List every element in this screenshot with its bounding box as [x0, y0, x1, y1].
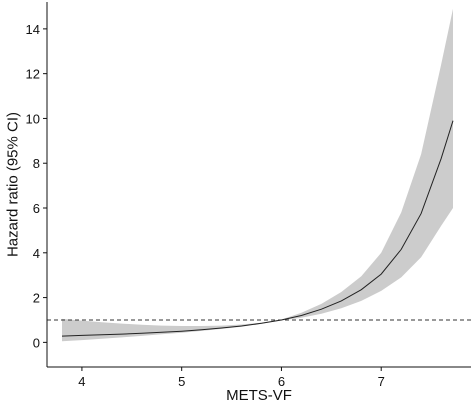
y-tick-label: 2 — [33, 291, 40, 306]
y-tick-label: 8 — [33, 156, 40, 171]
y-tick-label: 12 — [26, 67, 40, 82]
hazard-ratio-line — [61, 120, 454, 337]
y-tick-label: 6 — [33, 201, 40, 216]
x-tick-label: 7 — [378, 374, 385, 389]
y-tick-label: 14 — [26, 22, 40, 37]
y-axis-title: Hazard ratio (95% CI) — [5, 112, 22, 257]
x-tick-label: 4 — [78, 374, 85, 389]
y-tick-label: 10 — [26, 111, 40, 126]
plot-panel — [47, 2, 471, 367]
x-axis-ticks: 4 5 6 7 — [78, 367, 385, 389]
y-axis-ticks: 0 2 4 6 8 10 12 14 — [26, 22, 47, 350]
y-tick-label: 4 — [33, 246, 40, 261]
x-axis-title: METS-VF — [226, 387, 292, 404]
y-tick-label: 0 — [33, 335, 40, 350]
x-tick-label: 6 — [278, 374, 285, 389]
x-tick-label: 5 — [178, 374, 185, 389]
